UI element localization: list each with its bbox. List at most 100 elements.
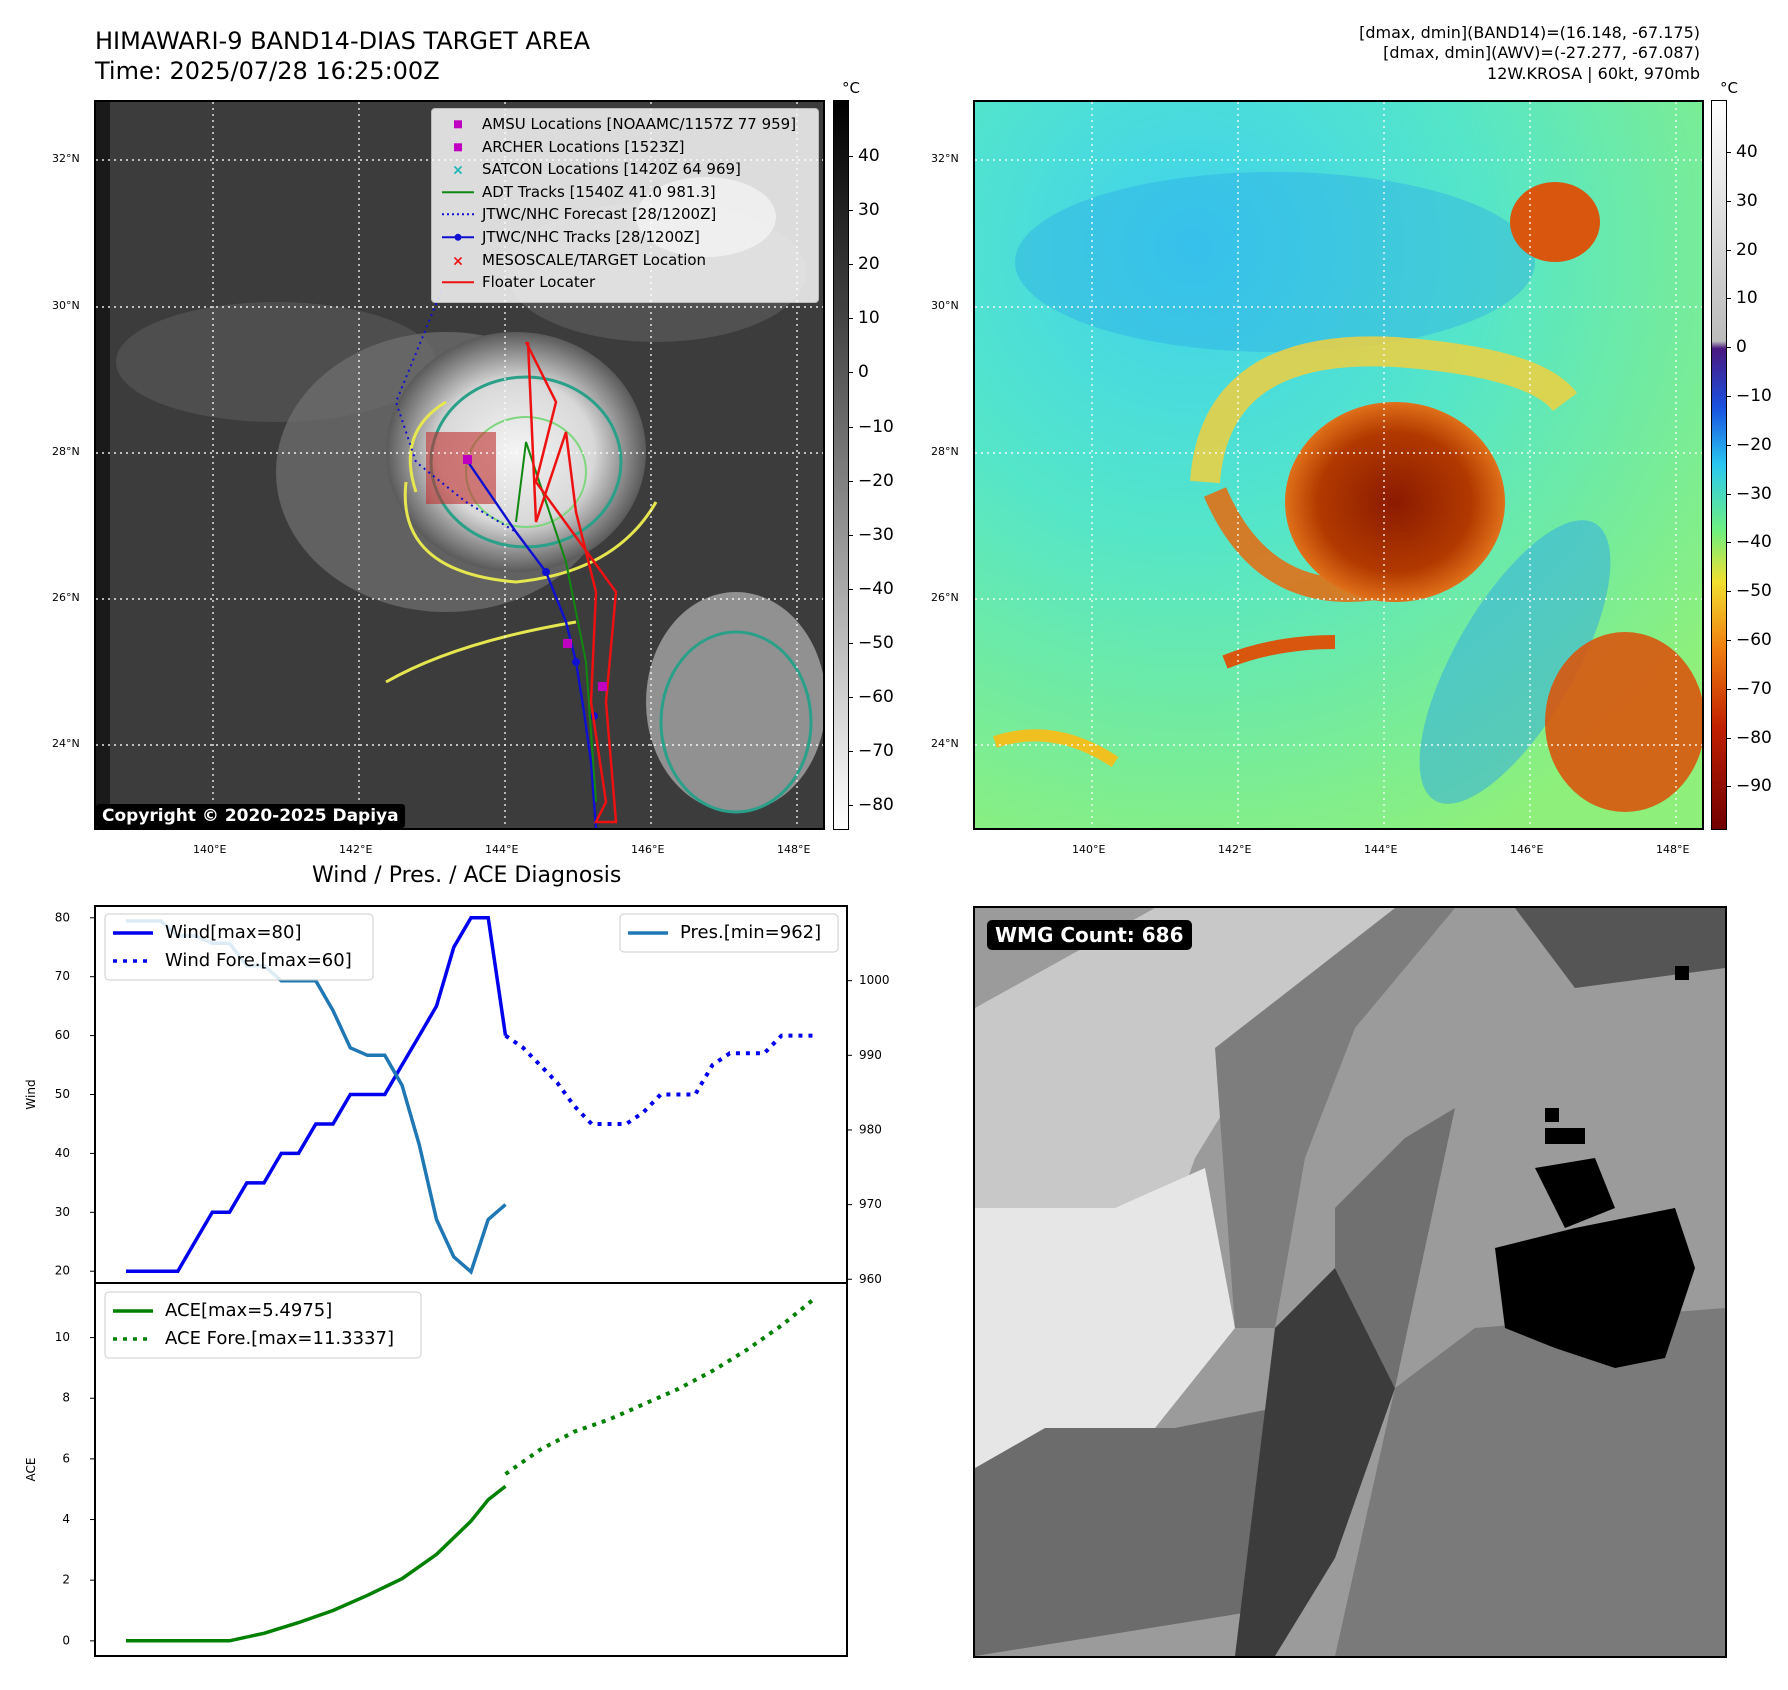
ir_colorbar-tick-label: 20	[848, 254, 880, 275]
ir_colorbar-tick-label: −10	[848, 416, 894, 437]
ace-tick-label: 10	[55, 1330, 70, 1344]
legend-entry: × MESOSCALE/TARGET Location	[440, 249, 810, 272]
svg-text:×: ×	[452, 253, 464, 269]
svg-text:×: ×	[452, 162, 464, 178]
ir-lon-label: 148°E	[777, 843, 811, 856]
ace-tick-label: 4	[62, 1512, 70, 1526]
pres-tick-label: 1000	[859, 973, 890, 987]
wind-axis-label: Wind	[24, 1079, 38, 1109]
legend-label: Wind Fore.[max=60]	[165, 950, 352, 971]
wmg-count-badge: WMG Count: 686	[987, 920, 1192, 950]
ir_colorbar-tick-label: −80	[848, 795, 894, 816]
diagnosis-frame	[94, 905, 848, 1657]
ir-colorbar-unit: °C	[842, 79, 860, 97]
legend-entry: ARCHER Locations [1523Z]	[440, 136, 810, 159]
wind-legend	[104, 913, 374, 981]
pres-tick-label: 960	[859, 1272, 882, 1286]
ir-lat-label: 26°N	[52, 591, 80, 604]
awv-lat-label: 26°N	[931, 591, 959, 604]
wind-forecast-series-line	[504, 1033, 816, 1126]
legend-label: JTWC/NHC Forecast [28/1200Z]	[482, 205, 717, 224]
legend-label: JTWC/NHC Tracks [28/1200Z]	[482, 227, 700, 246]
awv_colorbar-tick-label: −10	[1726, 386, 1772, 406]
awv-lon-label: 142°E	[1218, 843, 1252, 856]
legend-label: ARCHER Locations [1523Z]	[482, 137, 685, 156]
ace-tick-label: 6	[62, 1451, 70, 1465]
ir-map-panel: AMSU Locations [NOAAMC/1157Z 77 959] ARCH…	[94, 100, 825, 830]
awv-lat-label: 28°N	[931, 445, 959, 458]
legend-label: ADT Tracks [1540Z 41.0 981.3]	[482, 182, 716, 201]
wind-tick-label: 70	[55, 969, 70, 983]
ace-forecast-series-line	[504, 1295, 818, 1476]
legend-label: AMSU Locations [NOAAMC/1157Z 77 959]	[482, 115, 797, 133]
ir_colorbar-tick-label: −50	[848, 632, 894, 653]
awv-colorbar-unit: °C	[1720, 79, 1738, 97]
wind-tick-label: 80	[55, 910, 70, 924]
legend-marker-icon	[454, 142, 462, 151]
wind-series-line	[126, 916, 508, 1273]
ir-lat-label: 30°N	[52, 299, 80, 312]
awv-map-image	[975, 102, 1702, 828]
legend-entry: × SATCON Locations [1420Z 64 969]	[440, 158, 810, 181]
legend-label: ACE[max=5.4975]	[165, 1300, 332, 1321]
awv-lat-label: 30°N	[931, 299, 959, 312]
pres-tick-label: 980	[859, 1122, 882, 1136]
ir-map-legend: AMSU Locations [NOAAMC/1157Z 77 959] ARCH…	[431, 108, 819, 303]
legend-label: Wind[max=80]	[165, 922, 302, 943]
ir_colorbar-tick-label: 10	[848, 308, 880, 329]
ace-legend	[104, 1291, 422, 1359]
ace-tick-label: 2	[62, 1573, 70, 1587]
meta-storm: 12W.KROSA | 60kt, 970mb	[1487, 64, 1700, 83]
ir_colorbar-tick-label: 40	[848, 146, 880, 166]
legend-label: ACE Fore.[max=11.3337]	[165, 1328, 394, 1349]
legend-marker-icon	[454, 120, 462, 129]
awv_colorbar-tick-label: −90	[1726, 776, 1772, 797]
awv-colorbar	[1711, 100, 1727, 830]
ir_colorbar-tick-label: −60	[848, 687, 894, 707]
awv-lon-label: 140°E	[1072, 843, 1106, 856]
awv-map-panel	[973, 100, 1704, 830]
ace-series-line	[126, 1484, 507, 1643]
wmg-image	[975, 908, 1725, 1656]
ir-lat-label: 24°N	[52, 737, 80, 750]
wind-tick-label: 40	[55, 1146, 70, 1160]
legend-entry: JTWC/NHC Tracks [28/1200Z]	[440, 226, 810, 249]
awv-lat-label: 32°N	[931, 152, 959, 165]
copyright-label: Copyright © 2020-2025 Dapiya	[96, 804, 405, 828]
ace-tick-label: 0	[62, 1633, 70, 1647]
wind-tick-label: 60	[55, 1028, 70, 1042]
legend-label: MESOSCALE/TARGET Location	[482, 250, 707, 269]
awv_colorbar-tick-label: −20	[1726, 434, 1772, 455]
pres-tick-label: 970	[859, 1197, 882, 1211]
pres-legend	[619, 913, 839, 953]
ir_colorbar-tick-label: 0	[848, 362, 869, 383]
wind-tick-label: 50	[55, 1087, 70, 1101]
legend-entry: ADT Tracks [1540Z 41.0 981.3]	[440, 181, 810, 204]
awv_colorbar-tick-label: −70	[1726, 678, 1772, 699]
ace-axis-label: ACE	[24, 1458, 38, 1482]
ir-colorbar	[833, 100, 849, 830]
legend-marker-icon: ×	[452, 162, 464, 178]
awv_colorbar-tick-label: −50	[1726, 581, 1772, 602]
meta-awv: [dmax, dmin](AWV)=(-27.277, -67.087)	[1383, 43, 1700, 62]
awv_colorbar-tick-label: 0	[1726, 337, 1747, 358]
awv_colorbar-tick-label: −60	[1726, 630, 1772, 650]
awv-lon-label: 148°E	[1656, 843, 1690, 856]
awv-lon-label: 146°E	[1510, 843, 1544, 856]
wmg-panel: WMG Count: 686	[973, 906, 1727, 1658]
figure-time: Time: 2025/07/28 16:25:00Z	[95, 57, 440, 85]
ir-lat-label: 28°N	[52, 445, 80, 458]
legend-marker-icon: ×	[452, 253, 464, 269]
ir-lon-label: 140°E	[193, 843, 227, 856]
ir_colorbar-tick-label: 30	[848, 200, 880, 221]
awv-lon-label: 144°E	[1364, 843, 1398, 856]
awv_colorbar-tick-label: 40	[1726, 142, 1758, 162]
wind-tick-label: 30	[55, 1205, 70, 1219]
wind-tick-label: 20	[55, 1264, 70, 1278]
figure-title: HIMAWARI-9 BAND14-DIAS TARGET AREA	[95, 27, 591, 55]
legend-marker-icon	[442, 233, 474, 241]
diagnosis-chart: 8070605040302010009909809709601086420Win…	[24, 905, 890, 1657]
ir-lon-label: 142°E	[339, 843, 373, 856]
legend-marker-icon	[442, 213, 474, 216]
legend-entry: JTWC/NHC Forecast [28/1200Z]	[440, 203, 810, 226]
